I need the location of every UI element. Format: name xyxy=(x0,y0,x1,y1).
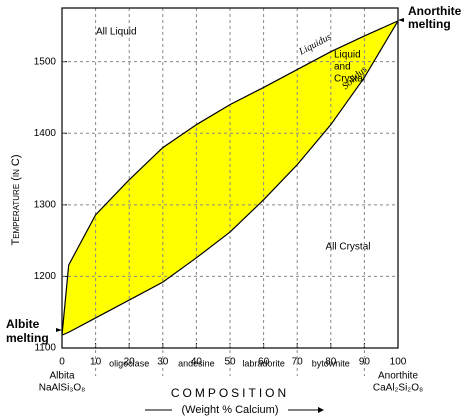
end-member: CaAl₂Si₂O₈ xyxy=(373,383,423,394)
y-tick-label: 1200 xyxy=(34,271,57,282)
region-label: All Crystal xyxy=(325,242,370,253)
plot-frame xyxy=(61,7,399,349)
region-label: and xyxy=(334,62,351,73)
mineral-label: oligoclase xyxy=(109,358,149,368)
arrow xyxy=(56,328,62,332)
mineral-label: labradorite xyxy=(242,358,285,368)
x-tick-label: 20 xyxy=(124,357,136,368)
y-axis-label: Temperature (in C) xyxy=(10,154,22,245)
y-tick-label: 1400 xyxy=(34,128,57,139)
end-member: NaAlSi₃O₈ xyxy=(39,383,86,394)
arrow xyxy=(398,18,404,22)
mineral-label: andesine xyxy=(178,358,215,368)
region-label: All Liquid xyxy=(96,27,137,38)
end-member: Albita xyxy=(49,371,74,382)
curve xyxy=(61,20,399,336)
x-tick-label: 0 xyxy=(59,357,65,368)
annotation: Albite xyxy=(6,317,40,331)
x-tick-label: 100 xyxy=(390,357,407,368)
y-tick-label: 1300 xyxy=(34,199,57,210)
arrow xyxy=(318,407,324,413)
mineral-label: bytownite xyxy=(312,358,350,368)
annotation: melting xyxy=(408,17,451,31)
end-member: Anorthite xyxy=(378,371,418,382)
x-axis-sublabel: (Weight % Calcium) xyxy=(182,404,279,416)
x-tick-label: 80 xyxy=(325,357,337,368)
region-label: Liquid xyxy=(334,50,361,61)
annotation: melting xyxy=(6,331,49,345)
x-tick-label: 60 xyxy=(258,357,270,368)
region-label: Crystal xyxy=(334,74,365,85)
x-axis-label: COMPOSITION xyxy=(171,386,289,400)
y-tick-label: 1100 xyxy=(34,343,56,354)
x-tick-label: 40 xyxy=(191,357,203,368)
y-tick-label: 1500 xyxy=(34,56,57,67)
curve xyxy=(61,20,399,336)
annotation: Anorthite xyxy=(408,4,462,18)
